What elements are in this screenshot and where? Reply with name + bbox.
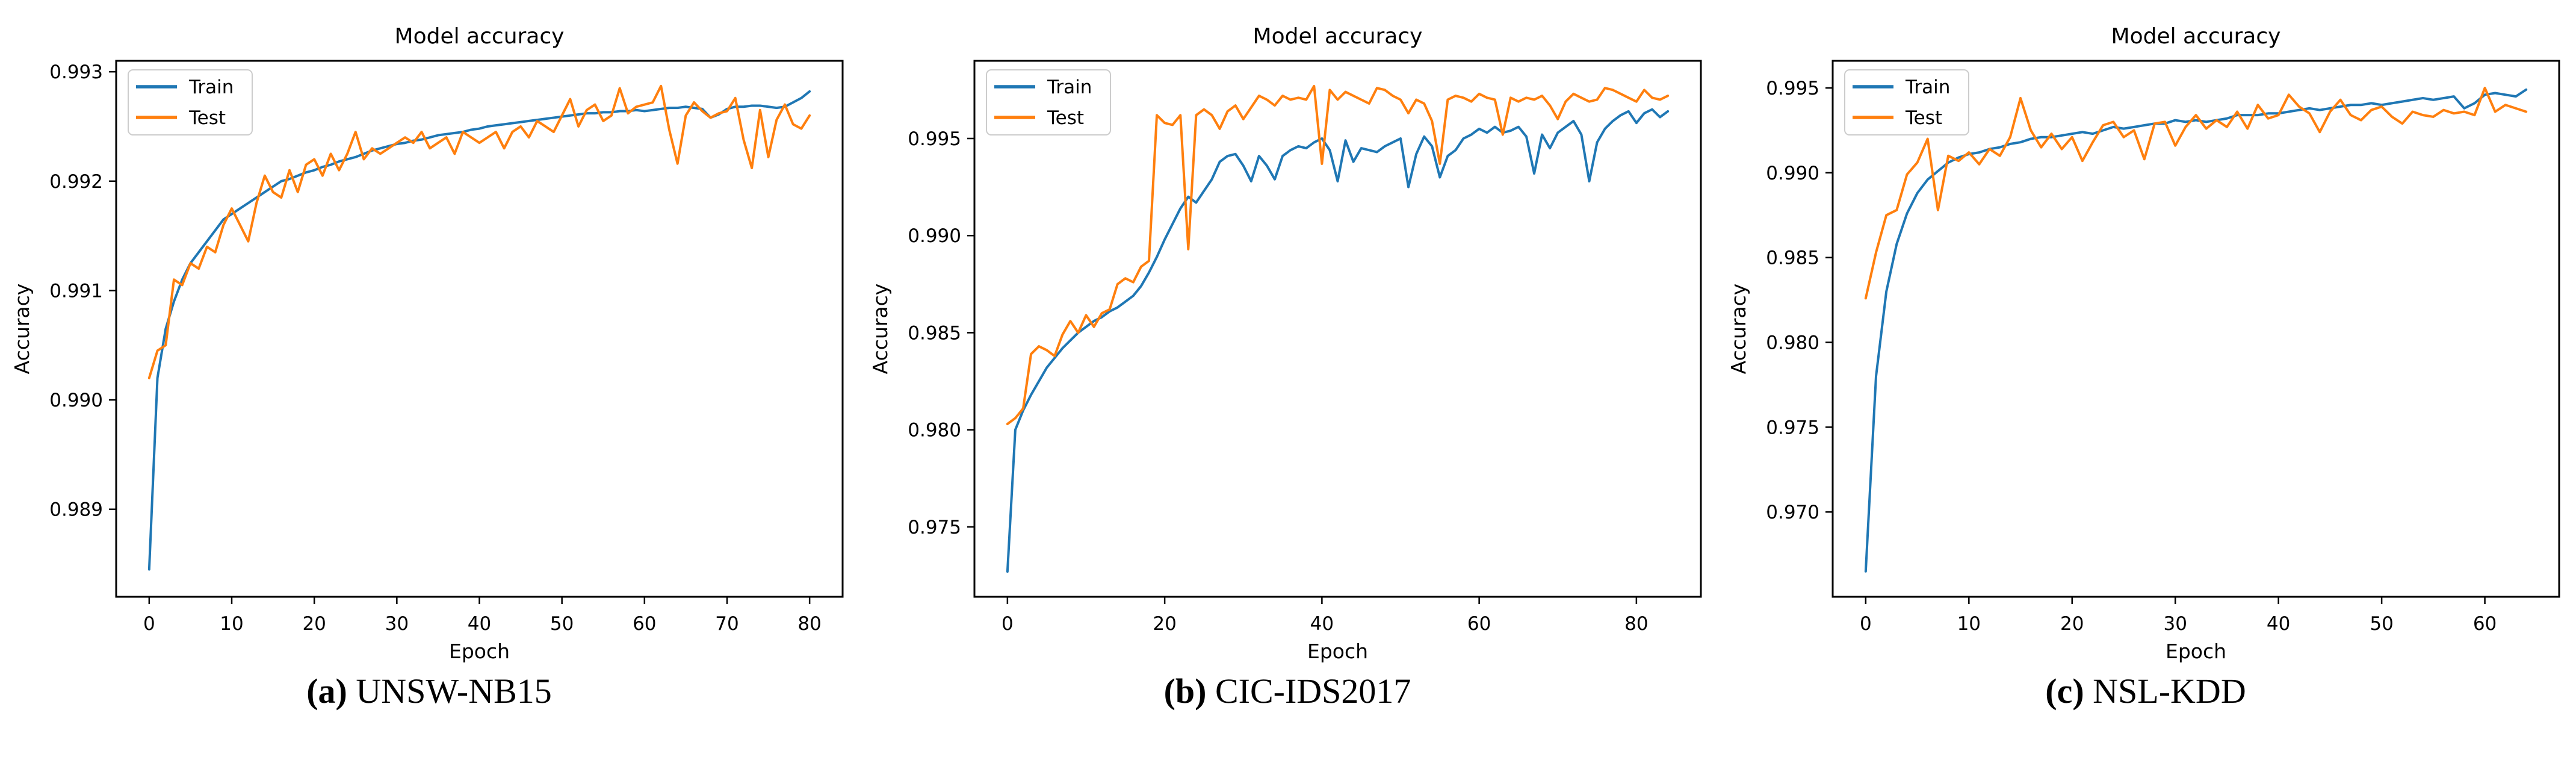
y-tick-label: 0.975 [1766, 417, 1819, 438]
chart-nsl-kdd: Model accuracy 0.970 0.975 0.980 0.985 0.990 0… [1727, 24, 2560, 663]
legend: Train Test [128, 69, 253, 135]
legend-label-train: Train [1905, 76, 1950, 98]
legend: Train Test [1844, 69, 1969, 135]
y-tick-label: 0.989 [49, 499, 103, 521]
x-tick-label: 0 [1860, 613, 1872, 635]
axis-frame [115, 60, 844, 598]
legend: Train Test [986, 69, 1111, 135]
legend-label-train: Train [188, 76, 234, 98]
y-tick-label: 0.990 [908, 225, 961, 247]
y-tick-label: 0.985 [1766, 248, 1819, 269]
y-tick-label: 0.985 [908, 322, 961, 344]
axis-frame [1831, 60, 2560, 598]
axis-frame [973, 60, 1702, 598]
y-tick-label: 0.992 [49, 171, 103, 193]
chart-cic-ids2017: Model accuracy 0.975 0.980 0.985 0.990 0.995 0… [868, 24, 1702, 663]
y-tick-label: 0.990 [49, 390, 103, 411]
test-line [1864, 87, 2528, 300]
x-axis-label: Epoch [2166, 640, 2226, 663]
x-tick-label: 40 [2267, 613, 2290, 635]
x-tick-label: 10 [1957, 613, 1981, 635]
x-tick-label: 10 [220, 613, 243, 635]
x-tick-label: 0 [1002, 613, 1014, 635]
x-tick-label: 20 [1153, 613, 1176, 635]
train-line [1864, 88, 2528, 573]
panel-unsw-nb15: Model accuracy 0.989 0.990 0.991 0.992 0.993 0… [0, 4, 858, 711]
caption-c-text: NSL-KDD [2093, 671, 2246, 711]
caption-a: (a) UNSW-NB15 [0, 672, 858, 711]
x-axis-label: Epoch [449, 640, 510, 663]
caption-c-label: (c) [2045, 671, 2084, 711]
y-tick-label: 0.990 [1766, 163, 1819, 184]
chart-unsw-nb15: Model accuracy 0.989 0.990 0.991 0.992 0.993 0… [10, 24, 844, 663]
x-tick-label: 40 [1310, 613, 1334, 635]
y-tick-label: 0.991 [49, 280, 103, 302]
x-tick-label: 80 [797, 613, 821, 635]
caption-c: (c) NSL-KDD [1717, 672, 2575, 711]
chart-title: Model accuracy [2111, 24, 2281, 49]
x-tick-label: 30 [385, 613, 409, 635]
y-axis-label: Accuracy [868, 284, 892, 375]
x-tick-label: 70 [715, 613, 738, 635]
y-tick-label: 0.995 [1766, 78, 1819, 99]
train-line [147, 90, 811, 571]
panel-nsl-kdd: Model accuracy 0.970 0.975 0.980 0.985 0.990 0… [1717, 4, 2575, 711]
legend-label-test: Test [188, 107, 226, 129]
y-tick-label: 0.975 [908, 517, 961, 538]
x-tick-label: 20 [2060, 613, 2084, 635]
y-tick-label: 0.970 [1766, 502, 1819, 523]
test-line [147, 84, 811, 379]
x-tick-label: 40 [468, 613, 491, 635]
x-tick-label: 80 [1624, 613, 1648, 635]
train-line [1006, 108, 1670, 573]
chart-title: Model accuracy [1253, 24, 1423, 49]
caption-a-text: UNSW-NB15 [356, 671, 552, 711]
caption-b-text: CIC-IDS2017 [1215, 671, 1411, 711]
panel-cic-ids2017: Model accuracy 0.975 0.980 0.985 0.990 0.995 0… [858, 4, 1717, 711]
test-line [1006, 84, 1670, 426]
x-tick-label: 0 [143, 613, 155, 635]
x-tick-label: 60 [1467, 613, 1491, 635]
y-tick-label: 0.980 [1766, 332, 1819, 354]
chart-title: Model accuracy [395, 24, 565, 49]
caption-b: (b) CIC-IDS2017 [858, 672, 1717, 711]
legend-label-train: Train [1047, 76, 1092, 98]
x-tick-label: 20 [302, 613, 326, 635]
y-axis-label: Accuracy [1727, 284, 1750, 375]
x-tick-label: 30 [2163, 613, 2187, 635]
x-tick-label: 60 [633, 613, 656, 635]
y-tick-label: 0.980 [908, 420, 961, 441]
legend-label-test: Test [1047, 107, 1084, 129]
y-tick-label: 0.995 [908, 128, 961, 150]
legend-label-test: Test [1905, 107, 1942, 129]
caption-b-label: (b) [1163, 671, 1207, 711]
x-tick-label: 50 [2370, 613, 2393, 635]
y-tick-label: 0.993 [49, 61, 103, 83]
training-curves-figure: Model accuracy 0.989 0.990 0.991 0.992 0.993 0… [0, 4, 2575, 711]
y-axis-label: Accuracy [10, 284, 34, 375]
x-tick-label: 60 [2473, 613, 2497, 635]
caption-a-label: (a) [306, 671, 347, 711]
x-tick-label: 50 [550, 613, 574, 635]
x-axis-label: Epoch [1307, 640, 1368, 663]
